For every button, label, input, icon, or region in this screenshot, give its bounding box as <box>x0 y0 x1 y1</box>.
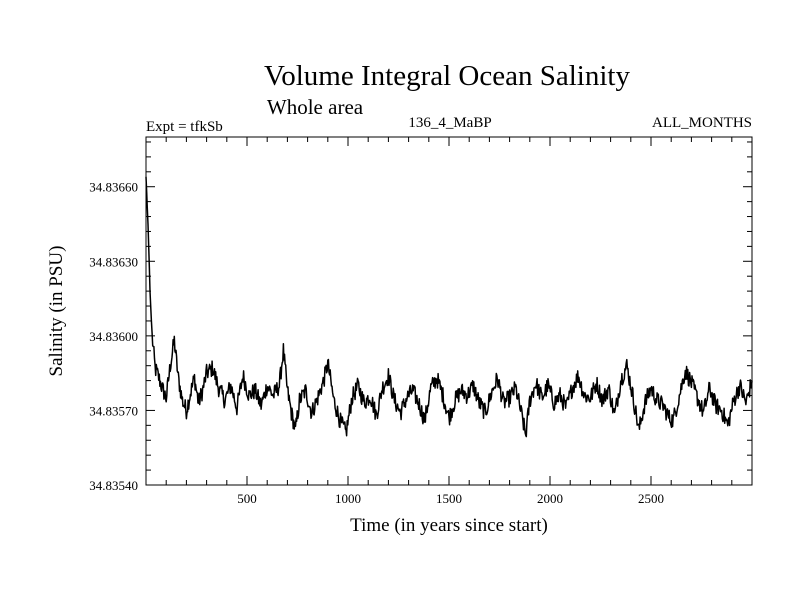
y-tick-label: 34.83630 <box>89 254 138 269</box>
chart-subtitle: Whole area <box>267 95 364 119</box>
axis-ticks <box>146 137 752 486</box>
y-tick-label: 34.83570 <box>89 403 138 418</box>
y-tick-label: 34.83540 <box>89 478 138 493</box>
chart-title: Volume Integral Ocean Salinity <box>264 60 630 92</box>
annotation-experiment: Expt = tfkSb <box>146 119 223 135</box>
x-tick-label: 2500 <box>638 491 664 506</box>
x-tick-label: 1500 <box>436 491 462 506</box>
x-tick-label: 2000 <box>537 491 563 506</box>
y-axis-label: Salinity (in PSU) <box>46 246 67 377</box>
x-axis-label: Time (in years since start) <box>350 515 548 536</box>
x-tick-label: 500 <box>237 491 257 506</box>
plot-frame <box>145 136 753 486</box>
x-tick-label: 1000 <box>335 491 361 506</box>
annotation-period: 136_4_MaBP <box>408 115 491 131</box>
y-tick-label: 34.83660 <box>89 180 138 195</box>
tick-labels: 500 1000 1500 2000 2500 34.83540 34.83570 34.83… <box>89 180 664 506</box>
y-tick-label: 34.83600 <box>89 329 138 344</box>
series-line <box>145 176 753 438</box>
annotation-months: ALL_MONTHS <box>652 115 752 131</box>
